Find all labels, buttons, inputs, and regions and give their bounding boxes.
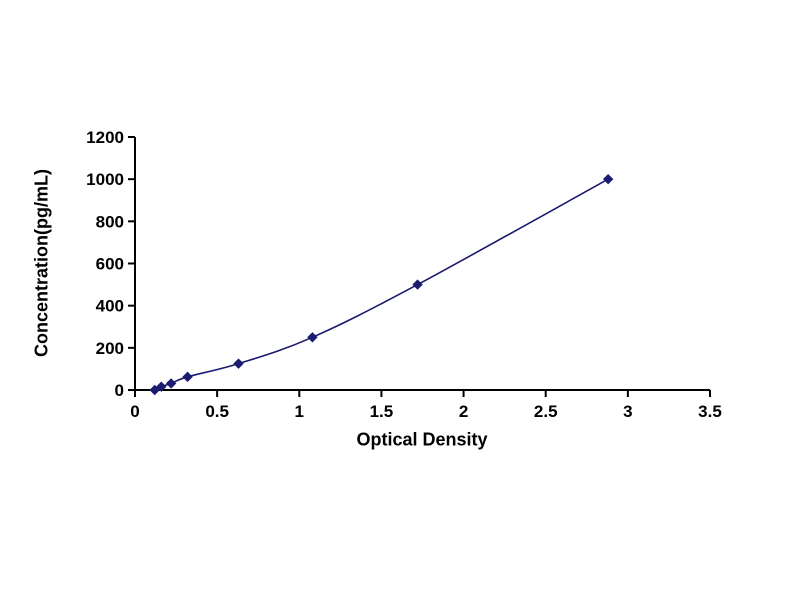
x-tick-label: 0.5 <box>205 402 229 421</box>
data-point-marker <box>149 384 160 396</box>
x-axis-title: Optical Density <box>356 429 488 450</box>
x-tick-label: 2.5 <box>534 402 558 421</box>
data-point-marker <box>165 378 177 389</box>
data-point-marker <box>233 358 244 369</box>
x-tick-label: 1.5 <box>370 402 394 421</box>
data-point-marker <box>412 279 423 290</box>
data-point-marker <box>307 332 318 343</box>
x-tick-label: 0 <box>130 402 139 421</box>
y-tick-label: 0 <box>115 381 124 400</box>
curve-line <box>154 178 609 391</box>
y-tick-label: 600 <box>96 255 124 274</box>
y-tick-label: 200 <box>96 339 124 358</box>
data-point-marker <box>156 381 167 392</box>
y-tick-label: 800 <box>96 212 124 231</box>
y-tick-label: 1200 <box>86 128 124 147</box>
data-point-marker <box>602 173 614 185</box>
y-tick-label: 400 <box>96 297 124 316</box>
y-tick-label: 1000 <box>86 170 124 189</box>
axes-lines <box>134 137 710 391</box>
x-tick-label: 3 <box>623 402 632 421</box>
x-tick-label: 2 <box>459 402 468 421</box>
x-tick-label: 1 <box>295 402 304 421</box>
y-axis-title: Concentration(pg/mL) <box>31 169 52 357</box>
x-tick-label: 3.5 <box>698 402 722 421</box>
data-point-marker <box>182 371 193 383</box>
